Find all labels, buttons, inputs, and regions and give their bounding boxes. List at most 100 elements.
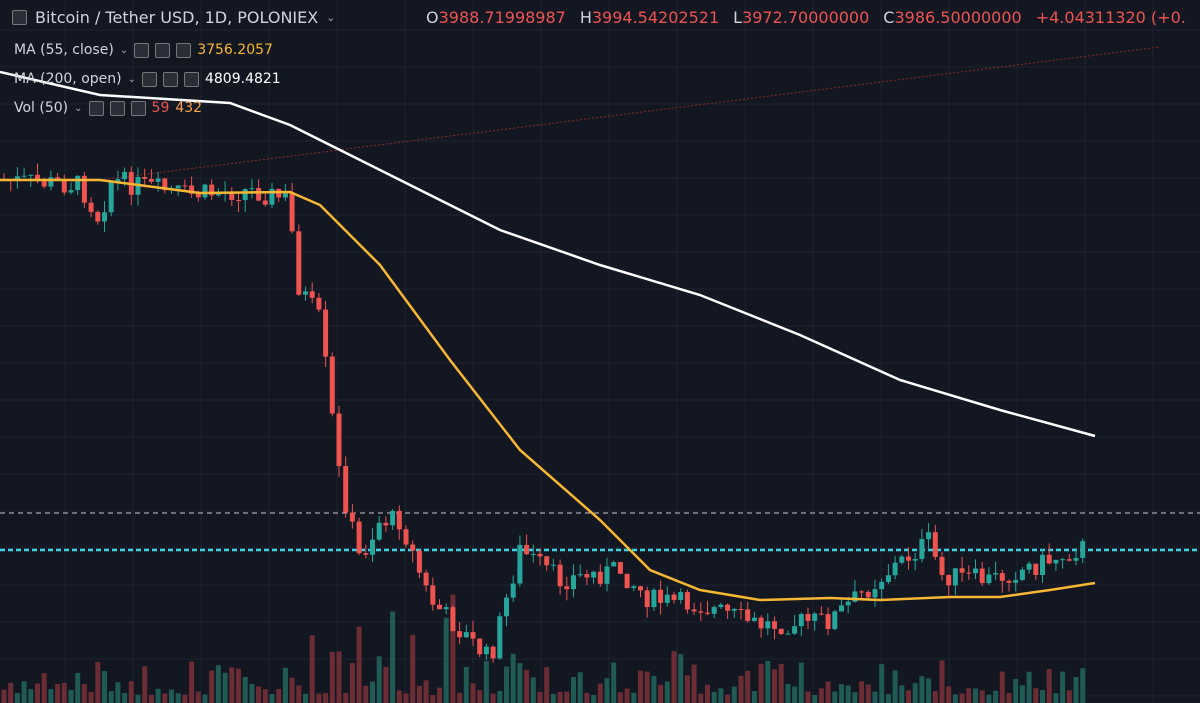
candle-body xyxy=(979,568,985,584)
volume-bar xyxy=(195,691,201,703)
candle-body xyxy=(155,178,161,182)
volume-bar xyxy=(343,692,349,703)
candle-body xyxy=(604,566,610,584)
close-icon[interactable] xyxy=(176,42,192,58)
candle-body xyxy=(664,594,670,603)
symbol[interactable]: Bitcoin / Tether USD, 1D, POLONIEX xyxy=(35,8,319,27)
candle-body xyxy=(1006,580,1012,583)
volume-bar xyxy=(14,693,20,703)
candle-body xyxy=(423,572,429,586)
candle-body xyxy=(35,174,40,182)
volume-bar xyxy=(564,691,570,703)
candle-body xyxy=(986,574,992,584)
candle-body xyxy=(189,185,195,194)
volume-bar xyxy=(189,661,195,703)
volume-bar xyxy=(175,693,181,703)
ohlc: O3988.71998987 H3994.54202521 L3972.7000… xyxy=(426,8,1186,27)
volume-bar xyxy=(999,671,1005,703)
candle-body xyxy=(517,544,523,584)
settings-icon[interactable] xyxy=(155,42,171,58)
candle-body xyxy=(879,582,885,590)
candle-body xyxy=(631,586,637,589)
dropdown[interactable]: ⌄ xyxy=(326,11,336,24)
candle-body xyxy=(778,628,784,635)
candle-body xyxy=(939,556,945,575)
candle-body xyxy=(249,188,255,190)
indicator-name[interactable]: Vol (50) xyxy=(14,100,69,116)
volume-bar xyxy=(765,660,771,703)
candle-body xyxy=(1040,554,1045,575)
candle-body xyxy=(698,611,704,613)
ohlc-value: 3994.54202521 xyxy=(591,8,720,27)
volume-bar xyxy=(1080,668,1086,703)
candle-body xyxy=(14,176,20,181)
volume-bar xyxy=(912,683,918,703)
candle-body xyxy=(416,550,422,573)
volume-bar xyxy=(61,682,67,703)
volume-bar xyxy=(276,688,282,703)
volume-bar xyxy=(457,692,463,703)
settings-icon[interactable] xyxy=(109,100,125,116)
volume-bar xyxy=(577,672,583,703)
volume-bar xyxy=(597,683,603,703)
candle-body xyxy=(28,174,34,176)
volume-bar xyxy=(48,689,54,703)
volume-bar xyxy=(946,686,952,703)
volume-bar xyxy=(416,685,422,703)
volume-bar xyxy=(678,654,684,703)
volume-bar xyxy=(202,694,208,703)
candle-body xyxy=(102,212,107,222)
candle-body xyxy=(95,211,101,222)
candle-body xyxy=(175,185,181,189)
volume-bar xyxy=(463,666,469,703)
candle-body xyxy=(195,193,201,198)
candle-body xyxy=(711,607,717,614)
candle-body xyxy=(349,512,355,522)
volume-bar xyxy=(892,670,898,703)
close-icon[interactable] xyxy=(130,100,146,116)
volume-bar xyxy=(95,662,101,703)
volume-bar xyxy=(209,670,215,703)
volume-bar xyxy=(899,685,905,703)
volume-bar xyxy=(926,678,932,703)
eye-icon[interactable] xyxy=(88,100,104,116)
volume-bar xyxy=(483,661,489,703)
candle-body xyxy=(524,544,530,555)
ohlc-letter: H xyxy=(579,8,592,27)
candle-body xyxy=(242,189,248,201)
candle-body xyxy=(738,608,744,610)
ohlc-value: 3972.70000000 xyxy=(742,8,870,27)
volume-bar xyxy=(396,690,402,703)
volume-bar xyxy=(8,682,14,703)
candle-body xyxy=(316,297,322,310)
candle-body xyxy=(88,202,94,212)
eye-icon[interactable] xyxy=(134,42,150,58)
volume-bar xyxy=(450,594,456,703)
indicator-name[interactable]: MA (200, open) xyxy=(14,71,122,87)
candle-body xyxy=(785,633,791,635)
candle-body xyxy=(262,200,268,205)
close-icon[interactable] xyxy=(183,71,199,87)
volume-bar xyxy=(349,663,355,703)
candle-body xyxy=(403,529,409,545)
volume-bar xyxy=(611,662,617,703)
candle-body xyxy=(483,646,489,655)
candle-body xyxy=(852,591,858,602)
volume-bar xyxy=(410,634,416,703)
volume-bar xyxy=(818,688,824,703)
candle-body xyxy=(798,614,804,627)
volume-bar xyxy=(236,668,241,703)
collapse-icon[interactable] xyxy=(12,10,27,25)
volume-bar xyxy=(323,693,329,703)
candle-body xyxy=(584,574,590,578)
candle-body xyxy=(430,585,436,605)
eye-icon[interactable] xyxy=(141,71,157,87)
indicator-name[interactable]: MA (55, close) xyxy=(14,42,114,58)
candle-body xyxy=(591,571,597,578)
candle-body xyxy=(906,556,911,561)
settings-icon[interactable] xyxy=(162,71,178,87)
candle-body xyxy=(256,188,262,201)
candle-body xyxy=(289,192,295,232)
volume-bar xyxy=(115,682,121,703)
volume-bar xyxy=(329,651,335,703)
